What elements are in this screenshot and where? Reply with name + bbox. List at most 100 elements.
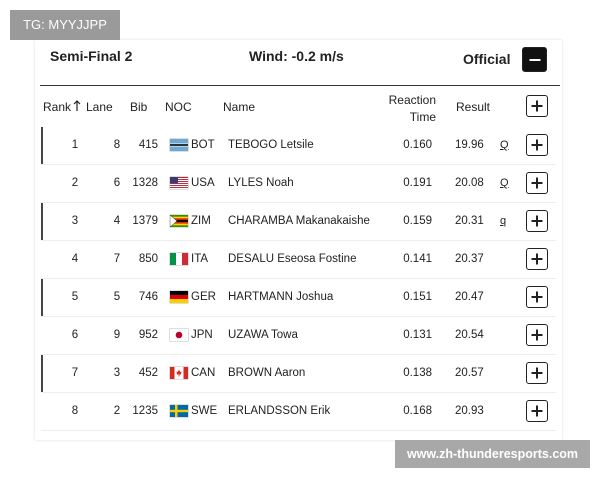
bib: 452 (138, 367, 158, 379)
result-row (41, 241, 556, 279)
result: 20.47 (455, 291, 484, 303)
row-accent (41, 355, 43, 392)
sort-arrow (73, 100, 81, 111)
result-row (41, 127, 556, 165)
qualification-mark: Q (500, 177, 509, 189)
col-lane: Lane (86, 100, 113, 114)
noc: CAN (191, 367, 216, 379)
lane: 6 (113, 177, 121, 189)
col-result: Result (456, 100, 491, 114)
qualification-mark: Q (500, 139, 509, 151)
bib: 1379 (132, 215, 158, 227)
noc: USA (191, 177, 215, 189)
divider (40, 85, 560, 86)
bib: 415 (138, 139, 158, 151)
expand-button[interactable] (526, 172, 548, 194)
bib: 1328 (132, 177, 158, 189)
bib: 1235 (132, 405, 158, 417)
qualification-mark: q (500, 215, 507, 227)
reaction-time: 0.168 (403, 405, 432, 417)
row-accent (41, 279, 43, 316)
noc: ITA (191, 253, 209, 265)
col-rank: Rank (43, 100, 72, 114)
reaction-time: 0.191 (403, 177, 432, 189)
flag (170, 329, 188, 341)
lane: 4 (113, 215, 121, 227)
noc: GER (191, 291, 216, 303)
result: 20.08 (455, 177, 484, 189)
result-row (41, 355, 556, 393)
result: 20.54 (455, 329, 484, 341)
result-row (41, 317, 556, 355)
lane: 7 (113, 253, 121, 265)
lane: 8 (113, 139, 121, 151)
footer-watermark: www.zh-thunderesports.com (395, 440, 590, 468)
reaction-time: 0.151 (403, 291, 432, 303)
expand-button[interactable] (526, 210, 548, 232)
wind: Wind: -0.2 m/s (249, 48, 344, 64)
result: 20.57 (455, 367, 484, 379)
reaction-time: 0.138 (403, 367, 432, 379)
col-reaction: Reaction Time (388, 93, 436, 124)
athlete-name: CHARAMBA Makanakaishe (228, 215, 370, 227)
title: Semi-Final 2 (50, 48, 133, 64)
bib: 850 (138, 253, 158, 265)
lane: 9 (113, 329, 121, 341)
expand-button[interactable] (526, 134, 548, 156)
athlete-name: BROWN Aaron (228, 367, 306, 379)
expand-button[interactable] (526, 400, 548, 422)
result-row (41, 279, 556, 317)
flag (170, 139, 188, 151)
result-row (41, 393, 556, 431)
rank: 6 (71, 329, 79, 341)
noc: JPN (191, 329, 213, 341)
lane: 3 (113, 367, 121, 379)
athlete-name: TEBOGO Letsile (228, 139, 314, 151)
rank: 4 (71, 253, 79, 265)
rank: 7 (71, 367, 79, 379)
flag (170, 253, 188, 265)
reaction-time: 0.160 (403, 139, 432, 151)
lane: 2 (113, 405, 121, 417)
result: 19.96 (455, 139, 484, 151)
rank: 5 (71, 291, 79, 303)
collapse-button[interactable] (522, 47, 547, 72)
col-bib: Bib (130, 100, 148, 114)
result-row (41, 165, 556, 203)
result: 20.31 (455, 215, 484, 227)
result: 20.93 (455, 405, 484, 417)
flag (170, 177, 188, 189)
row-accent (41, 203, 43, 240)
reaction-time: 0.141 (403, 253, 432, 265)
noc: SWE (191, 405, 218, 417)
athlete-name: HARTMANN Joshua (228, 291, 334, 303)
expand-button[interactable] (526, 324, 548, 346)
rank: 8 (71, 405, 79, 417)
lane: 5 (113, 291, 121, 303)
rank: 3 (71, 215, 79, 227)
flag (170, 405, 188, 417)
expand-all-button[interactable] (526, 95, 548, 117)
expand-button[interactable] (526, 248, 548, 270)
athlete-name: LYLES Noah (228, 177, 294, 189)
watermark: TG: MYYJJPP (10, 10, 120, 40)
rank: 1 (71, 139, 79, 151)
expand-button[interactable] (526, 362, 548, 384)
athlete-name: UZAWA Towa (228, 329, 298, 341)
status: Official (463, 51, 511, 67)
result: 20.37 (455, 253, 484, 265)
bib: 746 (138, 291, 158, 303)
noc: BOT (191, 139, 215, 151)
expand-button[interactable] (526, 286, 548, 308)
athlete-name: DESALU Eseosa Fostine (228, 253, 357, 265)
row-accent (41, 127, 43, 164)
athlete-name: ERLANDSSON Erik (228, 405, 331, 417)
flag (170, 367, 188, 379)
noc: ZIM (191, 215, 211, 227)
reaction-time: 0.131 (403, 329, 432, 341)
result-row (41, 203, 556, 241)
bib: 952 (138, 329, 158, 341)
reaction-time: 0.159 (403, 215, 432, 227)
rank: 2 (71, 177, 79, 189)
